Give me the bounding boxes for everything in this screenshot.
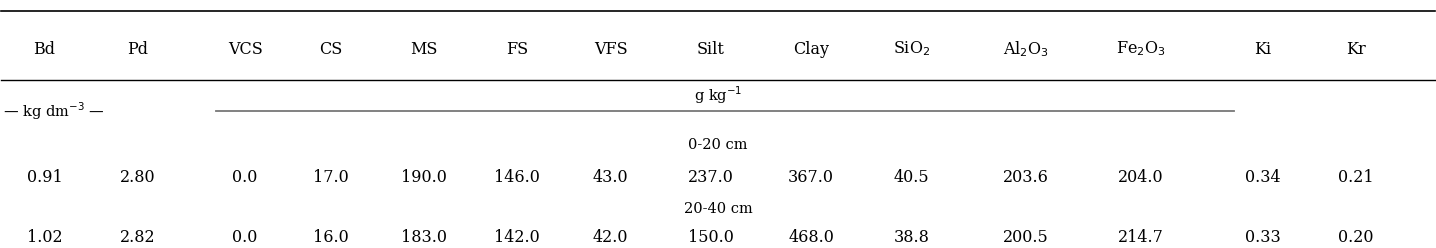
Text: 200.5: 200.5 — [1004, 229, 1050, 246]
Text: VCS: VCS — [228, 41, 263, 58]
Text: 20-40 cm: 20-40 cm — [684, 202, 752, 216]
Text: 17.0: 17.0 — [313, 169, 349, 186]
Text: Ki: Ki — [1254, 41, 1271, 58]
Text: 16.0: 16.0 — [313, 229, 349, 246]
Text: g kg$^{-1}$: g kg$^{-1}$ — [694, 85, 742, 106]
Text: 43.0: 43.0 — [593, 169, 629, 186]
Text: 204.0: 204.0 — [1119, 169, 1163, 186]
Text: 0.34: 0.34 — [1245, 169, 1281, 186]
Text: 237.0: 237.0 — [688, 169, 734, 186]
Text: 203.6: 203.6 — [1004, 169, 1050, 186]
Text: 38.8: 38.8 — [893, 229, 929, 246]
Text: 0.21: 0.21 — [1338, 169, 1374, 186]
Text: CS: CS — [319, 41, 343, 58]
Text: 150.0: 150.0 — [688, 229, 734, 246]
Text: 367.0: 367.0 — [788, 169, 834, 186]
Text: 0.91: 0.91 — [26, 169, 62, 186]
Text: Clay: Clay — [793, 41, 829, 58]
Text: 0.20: 0.20 — [1338, 229, 1373, 246]
Text: 2.82: 2.82 — [119, 229, 155, 246]
Text: Al$_2$O$_3$: Al$_2$O$_3$ — [1004, 39, 1050, 59]
Text: — kg dm$^{-3}$ —: — kg dm$^{-3}$ — — [3, 100, 105, 122]
Text: SiO$_2$: SiO$_2$ — [893, 40, 931, 59]
Text: 2.80: 2.80 — [119, 169, 155, 186]
Text: 146.0: 146.0 — [494, 169, 540, 186]
Text: 0-20 cm: 0-20 cm — [688, 138, 748, 152]
Text: 0.0: 0.0 — [233, 169, 257, 186]
Text: 183.0: 183.0 — [401, 229, 447, 246]
Text: 468.0: 468.0 — [788, 229, 834, 246]
Text: Fe$_2$O$_3$: Fe$_2$O$_3$ — [1116, 40, 1166, 59]
Text: MS: MS — [411, 41, 438, 58]
Text: Pd: Pd — [126, 41, 148, 58]
Text: 142.0: 142.0 — [494, 229, 540, 246]
Text: 0.33: 0.33 — [1245, 229, 1281, 246]
Text: 1.02: 1.02 — [27, 229, 62, 246]
Text: 42.0: 42.0 — [593, 229, 629, 246]
Text: 0.0: 0.0 — [233, 229, 257, 246]
Text: 190.0: 190.0 — [401, 169, 447, 186]
Text: 40.5: 40.5 — [893, 169, 929, 186]
Text: Kr: Kr — [1346, 41, 1366, 58]
Text: Bd: Bd — [33, 41, 56, 58]
Text: FS: FS — [507, 41, 528, 58]
Text: VFS: VFS — [593, 41, 628, 58]
Text: Silt: Silt — [696, 41, 725, 58]
Text: 214.7: 214.7 — [1117, 229, 1163, 246]
